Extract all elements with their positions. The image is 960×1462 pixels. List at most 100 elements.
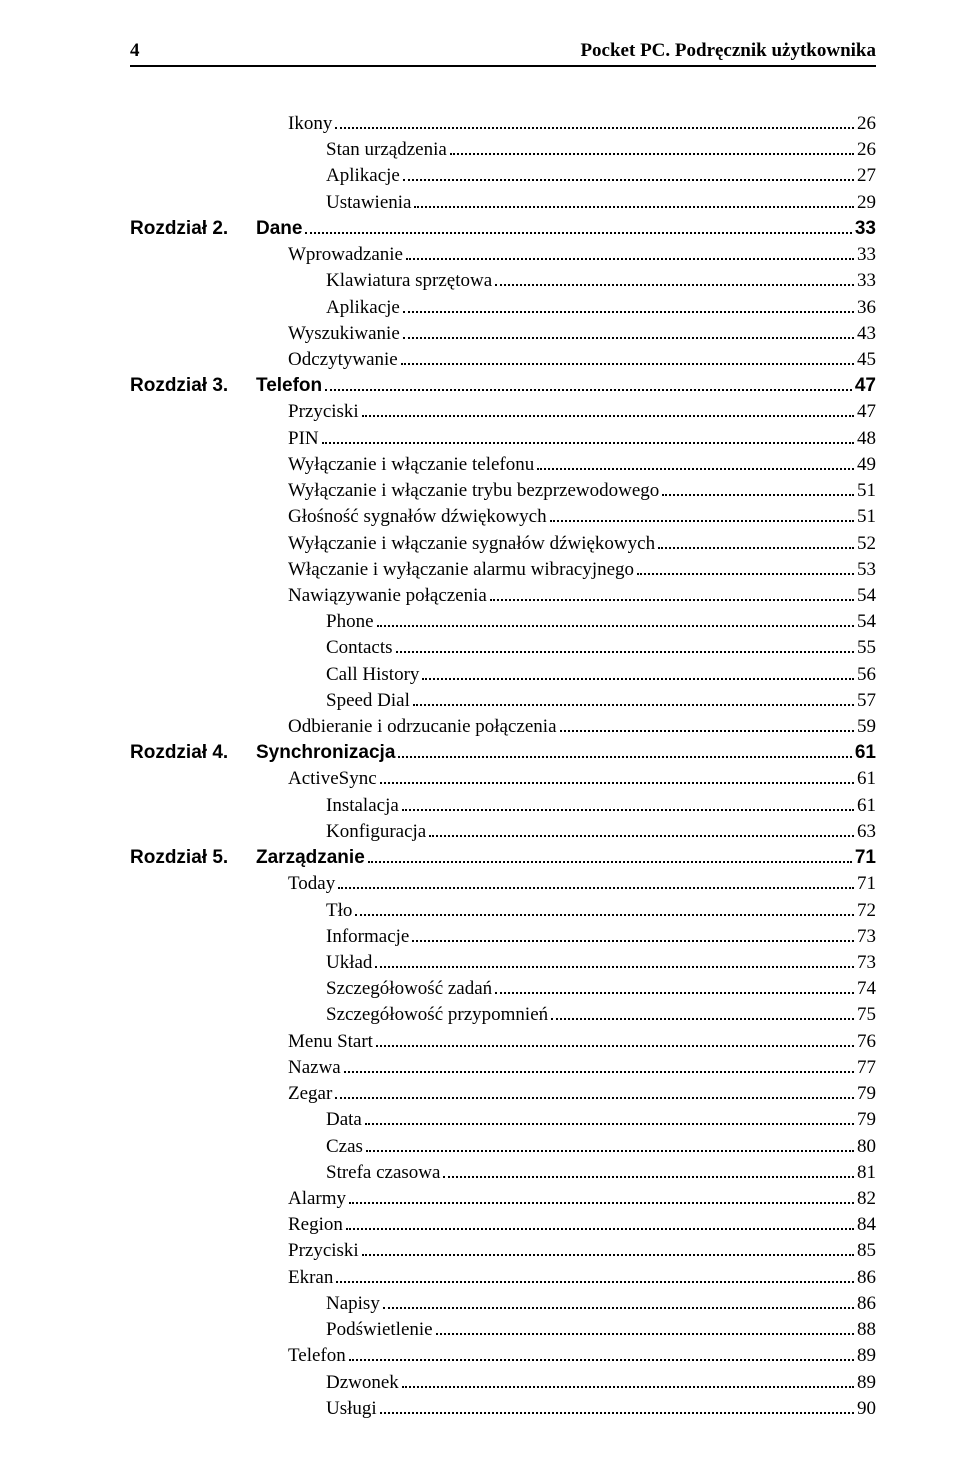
toc-entry-label: Strefa czasowa <box>326 1160 440 1186</box>
toc-leader-dots <box>325 389 852 391</box>
toc-entry-wrapper: Nawiązywanie połączenia54 <box>130 583 876 609</box>
toc-entry-label: Szczegółowość przypomnień <box>326 1002 548 1028</box>
toc-leader-dots <box>322 442 854 444</box>
document-page: 4 Pocket PC. Podręcznik użytkownika Ikon… <box>0 0 960 1462</box>
toc-page-number: 49 <box>857 452 876 478</box>
toc-leader-dots <box>495 992 854 994</box>
toc-page-number: 63 <box>857 819 876 845</box>
toc-entry-label: Konfiguracja <box>326 819 426 845</box>
toc-entry-label: Głośność sygnałów dźwiękowych <box>288 504 547 530</box>
toc-page-number: 61 <box>857 793 876 819</box>
toc-entry-row: Klawiatura sprzętowa33 <box>250 268 876 294</box>
toc-entry-row: Strefa czasowa81 <box>250 1160 876 1186</box>
toc-entry-label: Podświetlenie <box>326 1317 433 1343</box>
toc-page-number: 86 <box>857 1265 876 1291</box>
toc-entry-wrapper: Instalacja 61 <box>130 793 876 819</box>
toc-entry-wrapper: Nazwa77 <box>130 1055 876 1081</box>
toc-entry-label: Data <box>326 1107 362 1133</box>
toc-leader-dots <box>380 782 854 784</box>
toc-entry-wrapper: Stan urządzenia26 <box>130 137 876 163</box>
toc-page-number: 84 <box>857 1212 876 1238</box>
toc-entry-row: Przyciski85 <box>250 1238 876 1264</box>
toc-entry-row: Informacje73 <box>250 924 876 950</box>
toc-page-number: 55 <box>857 635 876 661</box>
toc-page-number: 48 <box>857 426 876 452</box>
toc-page-number: 61 <box>855 740 876 766</box>
toc-entry-label: Alarmy <box>288 1186 346 1212</box>
toc-entry-wrapper: Telefon89 <box>130 1343 876 1369</box>
toc-leader-dots <box>414 206 854 208</box>
toc-entry-wrapper: Informacje73 <box>130 924 876 950</box>
toc-leader-dots <box>495 284 854 286</box>
toc-entry-label: Region <box>288 1212 343 1238</box>
toc-entry-wrapper: Ikony26 <box>130 111 876 137</box>
toc-page-number: 73 <box>857 924 876 950</box>
toc-entry-row: Włączanie i wyłączanie alarmu wibracyjne… <box>250 557 876 583</box>
toc-entry-row: Wprowadzanie33 <box>250 242 876 268</box>
toc-page-number: 47 <box>857 399 876 425</box>
toc-leader-dots <box>662 494 854 496</box>
toc-page-number: 45 <box>857 347 876 373</box>
toc-entry-label: Nazwa <box>288 1055 341 1081</box>
toc-entry-wrapper: Phone54 <box>130 609 876 635</box>
toc-chapter-row: Rozdział 2.Dane33 <box>130 216 876 242</box>
toc-entry-label: Contacts <box>326 635 393 661</box>
toc-chapter-row: Rozdział 3.Telefon47 <box>130 373 876 399</box>
toc-entry-label: Szczegółowość zadań <box>326 976 492 1002</box>
toc-leader-dots <box>450 153 854 155</box>
toc-entry-wrapper: Napisy86 <box>130 1291 876 1317</box>
toc-entry-wrapper: Usługi90 <box>130 1396 876 1422</box>
toc-page-number: 90 <box>857 1396 876 1422</box>
toc-entry-label: Stan urządzenia <box>326 137 447 163</box>
toc-page-number: 89 <box>857 1370 876 1396</box>
running-title: Pocket PC. Podręcznik użytkownika <box>580 40 876 62</box>
page-number: 4 <box>130 40 140 62</box>
toc-leader-dots <box>349 1359 854 1361</box>
toc-entry-label: Ustawienia <box>326 190 411 216</box>
toc-page-number: 71 <box>857 871 876 897</box>
toc-entry-row: Ustawienia29 <box>250 190 876 216</box>
toc-entry-row: Czas80 <box>250 1134 876 1160</box>
toc-leader-dots <box>413 704 854 706</box>
toc-entry-wrapper: Aplikacje27 <box>130 163 876 189</box>
toc-entry-row: Phone54 <box>250 609 876 635</box>
toc-leader-dots <box>396 651 855 653</box>
toc-entry-wrapper: Region 84 <box>130 1212 876 1238</box>
toc-page-number: 80 <box>857 1134 876 1160</box>
toc-leader-dots <box>637 573 854 575</box>
toc-entry-wrapper: Ekran86 <box>130 1265 876 1291</box>
toc-entry-row: Wyłączanie i włączanie trybu bezprzewodo… <box>250 478 876 504</box>
toc-leader-dots <box>551 1018 854 1020</box>
toc-page-number: 26 <box>857 111 876 137</box>
toc-entry-row: Aplikacje27 <box>250 163 876 189</box>
toc-chapter-label: Rozdział 2. <box>130 216 256 242</box>
toc-page-number: 85 <box>857 1238 876 1264</box>
toc-entry-row: Wyszukiwanie43 <box>250 321 876 347</box>
toc-entry-row: Data79 <box>250 1107 876 1133</box>
toc-leader-dots <box>490 599 854 601</box>
toc-entry-wrapper: Szczegółowość przypomnień75 <box>130 1002 876 1028</box>
toc-entry-row: Speed Dial57 <box>250 688 876 714</box>
toc-leader-dots <box>335 1097 854 1099</box>
toc-leader-dots <box>344 1071 854 1073</box>
toc-entry-label: Włączanie i wyłączanie alarmu wibracyjne… <box>288 557 634 583</box>
toc-entry-label: Napisy <box>326 1291 380 1317</box>
toc-entry-row: Odbieranie i odrzucanie połączenia59 <box>250 714 876 740</box>
toc-entry-wrapper: Contacts 55 <box>130 635 876 661</box>
toc-page-number: 51 <box>857 478 876 504</box>
toc-chapter-title: Telefon <box>256 373 322 399</box>
toc-entry-wrapper: Wprowadzanie33 <box>130 242 876 268</box>
toc-entry-label: Phone <box>326 609 374 635</box>
toc-entry-wrapper: Szczegółowość zadań74 <box>130 976 876 1002</box>
toc-entry-label: Dzwonek <box>326 1370 399 1396</box>
toc-leader-dots <box>560 730 855 732</box>
toc-page-number: 59 <box>857 714 876 740</box>
toc-leader-dots <box>422 678 854 680</box>
toc-entry-row: Menu Start76 <box>250 1029 876 1055</box>
toc-entry-label: Instalacja <box>326 793 399 819</box>
toc-entry-row: Ikony26 <box>250 111 876 137</box>
toc-entry-row: Konfiguracja 63 <box>250 819 876 845</box>
toc-entry-label: Call History <box>326 662 419 688</box>
toc-leader-dots <box>383 1307 854 1309</box>
toc-entry-wrapper: Czas80 <box>130 1134 876 1160</box>
